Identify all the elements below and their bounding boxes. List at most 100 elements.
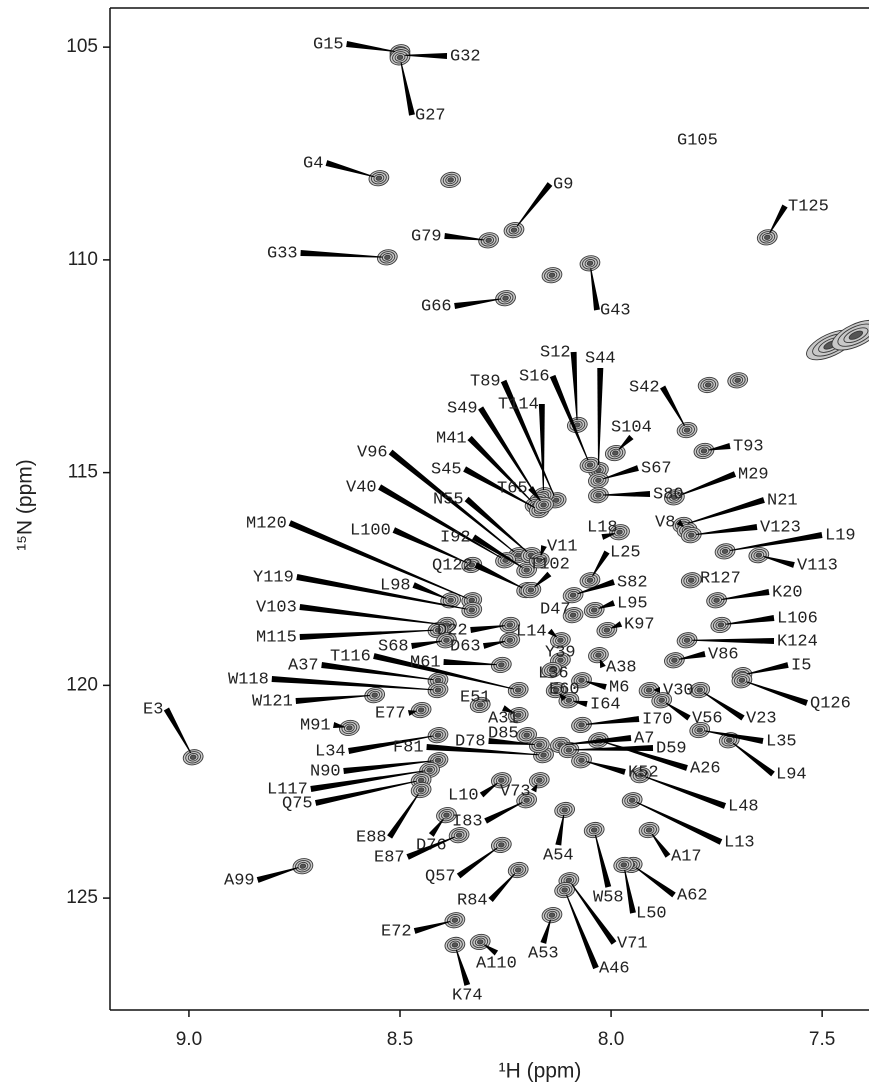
peak-label: A26 [690, 759, 721, 778]
contour-ring [544, 269, 560, 282]
contour-ring [375, 175, 383, 181]
leader [404, 53, 448, 59]
peak [697, 376, 719, 394]
leader [571, 883, 617, 945]
leader [603, 741, 688, 771]
contour-ring [443, 637, 450, 643]
contour-ring [567, 590, 579, 600]
peak-label: R127 [700, 569, 741, 588]
contour-ring [559, 805, 571, 815]
peak-label: D59 [656, 739, 687, 758]
leader [463, 466, 536, 509]
peak-label: A110 [476, 954, 517, 973]
peak-label: L36 [538, 664, 569, 683]
leader [577, 579, 615, 595]
leader [502, 705, 514, 714]
contour-ring [521, 795, 533, 805]
contour-ring [588, 825, 600, 835]
contour-ring [548, 683, 565, 697]
peak [469, 696, 491, 714]
contour-ring [502, 295, 509, 301]
peak [364, 687, 386, 704]
contour-ring [601, 625, 613, 635]
peak [579, 456, 601, 474]
peak-label: A31 [488, 709, 519, 728]
peak [541, 661, 563, 679]
contour-ring [381, 253, 393, 262]
contour-ring [590, 474, 607, 487]
leader [538, 403, 545, 491]
peak [545, 681, 567, 699]
y-tick-label: 115 [68, 462, 98, 483]
contour-ring [593, 476, 604, 485]
contour-ring [556, 803, 573, 817]
contour-ring [514, 867, 522, 873]
contour-ring [432, 730, 444, 740]
leader [559, 693, 567, 702]
contour-ring [426, 767, 433, 773]
peak-label: K52 [628, 763, 659, 782]
peak-label: Q57 [425, 867, 456, 886]
contour-ring [474, 700, 486, 710]
contour-ring [468, 607, 475, 613]
peak [182, 749, 204, 766]
contour-ring [679, 423, 695, 437]
peak [562, 587, 584, 604]
leader [378, 484, 502, 559]
contour-ring [590, 489, 607, 502]
contour-ring [578, 722, 585, 728]
leader [400, 62, 415, 116]
contour-ring [736, 675, 748, 685]
contour-ring [717, 622, 725, 628]
contour-ring [548, 912, 556, 918]
peak [528, 772, 550, 789]
contour-ring [417, 787, 425, 793]
leader [636, 801, 723, 845]
peak [588, 647, 609, 664]
leader [296, 574, 467, 610]
contour-ring [734, 674, 750, 687]
peak-label: L98 [380, 576, 411, 595]
contour-ring [451, 917, 459, 923]
contour-ring [586, 260, 594, 266]
contour-ring [455, 832, 463, 838]
leader [725, 615, 775, 625]
peak-label: L117 [267, 780, 308, 799]
peak-label: L100 [350, 521, 391, 540]
contour-ring [557, 637, 564, 643]
leader [413, 921, 451, 934]
peak [571, 672, 592, 689]
leader [325, 160, 375, 178]
peak-label: Q75 [282, 794, 313, 813]
contour-ring [565, 588, 581, 602]
peak-label: G79 [411, 227, 442, 246]
contour-ring [576, 675, 587, 685]
peak-label: G15 [313, 35, 344, 54]
peak-label: A62 [677, 886, 708, 905]
contour-ring [447, 597, 454, 603]
x-tick-label: 9.0 [176, 1029, 202, 1050]
peak-label: V113 [797, 556, 838, 575]
contour-ring [441, 810, 452, 820]
peak-label: M120 [246, 514, 287, 533]
contour-ring [474, 937, 486, 947]
peak-label: G27 [415, 106, 446, 125]
contour-ring [563, 745, 575, 755]
contour-ring [755, 552, 763, 558]
contour-ring [700, 448, 708, 454]
contour-ring [698, 446, 710, 456]
contour-ring [493, 838, 510, 852]
contour-ring [523, 797, 530, 803]
contour-ring [546, 910, 558, 920]
contour-ring [521, 730, 533, 740]
x-tick-label: 7.5 [809, 1029, 835, 1050]
contour-ring [518, 794, 535, 807]
contour-ring [578, 757, 585, 763]
leader [271, 676, 434, 691]
leader [721, 589, 770, 600]
contour-ring [295, 860, 311, 873]
peak [410, 781, 432, 799]
contour-ring [432, 625, 444, 635]
leader [635, 867, 676, 898]
contour-ring [563, 695, 575, 705]
